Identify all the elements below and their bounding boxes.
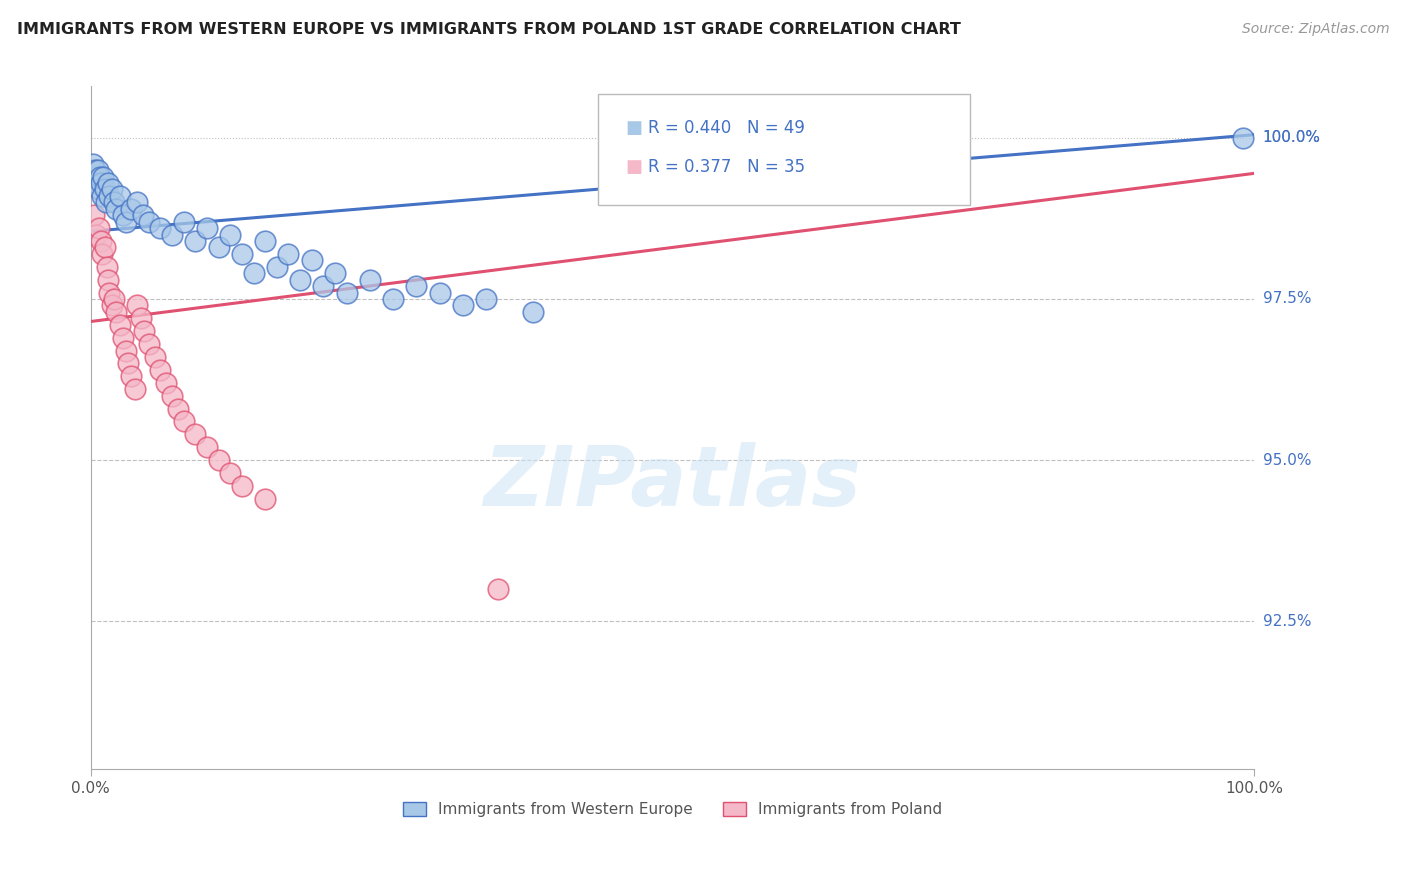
Point <box>143 350 166 364</box>
Point <box>336 285 359 300</box>
Point <box>242 266 264 280</box>
Point <box>108 318 131 332</box>
Point <box>127 195 149 210</box>
Text: 100.0%: 100.0% <box>1263 130 1320 145</box>
Text: ZIPatlas: ZIPatlas <box>484 442 862 523</box>
Point <box>149 363 172 377</box>
Point <box>98 285 121 300</box>
Point <box>231 247 253 261</box>
Point <box>100 298 122 312</box>
Point <box>132 208 155 222</box>
Point <box>522 305 544 319</box>
Point <box>103 195 125 210</box>
Point <box>103 292 125 306</box>
Point <box>134 324 156 338</box>
Point <box>87 182 110 196</box>
Point <box>138 337 160 351</box>
Point <box>219 227 242 242</box>
Legend: Immigrants from Western Europe, Immigrants from Poland: Immigrants from Western Europe, Immigran… <box>396 796 949 823</box>
Point <box>167 401 190 416</box>
Point <box>100 182 122 196</box>
Point <box>117 356 139 370</box>
Point <box>94 195 117 210</box>
Point <box>207 453 229 467</box>
Point <box>120 202 142 216</box>
Point <box>97 176 120 190</box>
Point <box>129 311 152 326</box>
Point <box>124 382 146 396</box>
Point <box>90 176 112 190</box>
Point <box>84 163 107 178</box>
Point <box>112 208 135 222</box>
Text: 92.5%: 92.5% <box>1263 614 1312 629</box>
Point <box>277 247 299 261</box>
Point <box>359 273 381 287</box>
Text: R = 0.440   N = 49: R = 0.440 N = 49 <box>648 119 806 136</box>
Point <box>89 169 111 184</box>
Point <box>90 234 112 248</box>
Point <box>160 227 183 242</box>
Point <box>301 253 323 268</box>
Point <box>254 491 277 506</box>
Point <box>82 156 104 170</box>
Point <box>195 221 218 235</box>
Point <box>87 221 110 235</box>
Point <box>382 292 405 306</box>
Point <box>86 163 108 178</box>
Point <box>96 260 118 274</box>
Point <box>312 279 335 293</box>
Text: IMMIGRANTS FROM WESTERN EUROPE VS IMMIGRANTS FROM POLAND 1ST GRADE CORRELATION C: IMMIGRANTS FROM WESTERN EUROPE VS IMMIGR… <box>17 22 960 37</box>
Text: 95.0%: 95.0% <box>1263 452 1312 467</box>
Text: ■: ■ <box>626 119 643 136</box>
Point <box>138 214 160 228</box>
Text: 97.5%: 97.5% <box>1263 292 1312 307</box>
Point <box>83 169 105 184</box>
Point <box>207 240 229 254</box>
Point <box>149 221 172 235</box>
Point <box>195 440 218 454</box>
Point <box>405 279 427 293</box>
Text: ■: ■ <box>626 158 643 176</box>
Point <box>475 292 498 306</box>
Point <box>97 273 120 287</box>
Point <box>1232 131 1254 145</box>
Point <box>105 202 128 216</box>
Point <box>184 234 207 248</box>
Point <box>231 479 253 493</box>
Point <box>114 343 136 358</box>
Point <box>266 260 288 274</box>
Point <box>91 189 114 203</box>
Point <box>93 169 115 184</box>
Point <box>86 227 108 242</box>
Point <box>173 414 195 428</box>
Point <box>105 305 128 319</box>
Text: Source: ZipAtlas.com: Source: ZipAtlas.com <box>1241 22 1389 37</box>
Point <box>451 298 474 312</box>
Point <box>429 285 451 300</box>
Point <box>323 266 346 280</box>
Point <box>114 214 136 228</box>
Point <box>173 214 195 228</box>
Point <box>91 247 114 261</box>
Point <box>98 189 121 203</box>
Point <box>184 427 207 442</box>
Point <box>83 208 105 222</box>
Point <box>93 240 115 254</box>
Point <box>219 466 242 480</box>
Point <box>127 298 149 312</box>
Point <box>160 389 183 403</box>
Point <box>254 234 277 248</box>
Point <box>288 273 311 287</box>
Point <box>93 182 115 196</box>
Text: R = 0.377   N = 35: R = 0.377 N = 35 <box>648 158 806 176</box>
Point <box>112 331 135 345</box>
Point <box>155 376 177 390</box>
Point <box>486 582 509 596</box>
Text: 100.0%: 100.0% <box>1263 130 1320 145</box>
Point <box>86 176 108 190</box>
Point <box>120 369 142 384</box>
Point <box>108 189 131 203</box>
